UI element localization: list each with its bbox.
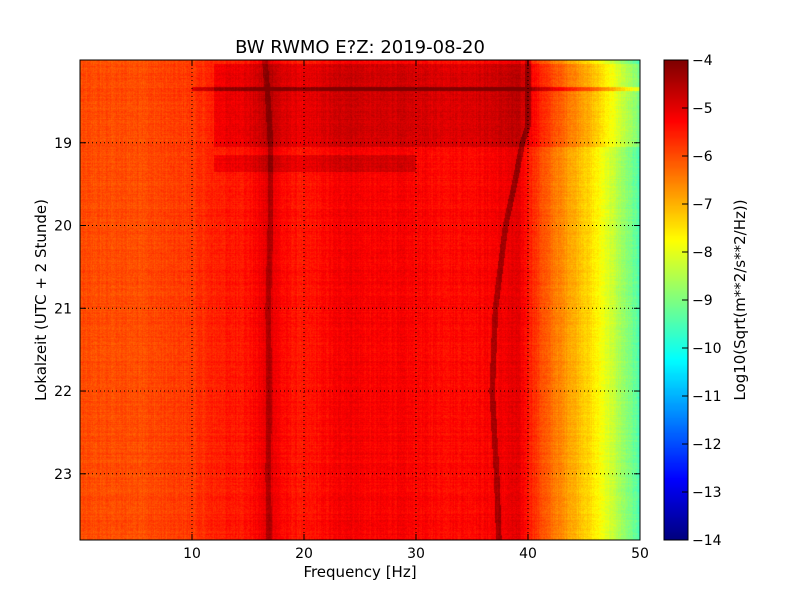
colorbar-ticks: −4 −5 −6 −7 −8 −9 −10 −11 −12 −13 −14 [682, 53, 722, 549]
colorbar-tick-label: −4 [692, 53, 713, 69]
plot-area [79, 59, 641, 541]
x-tick-label: 30 [407, 546, 425, 562]
y-axis-title: Lokalzeit (UTC + 2 Stunde) [32, 199, 50, 401]
chart-title: BW RWMO E?Z: 2019-08-20 [235, 37, 485, 58]
colorbar: −4 −5 −6 −7 −8 −9 −10 −11 −12 −13 −14 [663, 53, 722, 549]
colorbar-tick-label: −10 [692, 341, 722, 357]
x-tick-label: 40 [519, 546, 537, 562]
colorbar-tick-label: −7 [692, 197, 713, 213]
colorbar-tick-label: −8 [692, 245, 713, 261]
colorbar-tick-label: −12 [692, 437, 722, 453]
x-axis: 10 20 30 40 50 [183, 60, 649, 562]
colorbar-tick-label: −9 [692, 293, 713, 309]
x-axis-title: Frequency [Hz] [303, 563, 416, 581]
colorbar-tick-label: −13 [692, 485, 722, 501]
y-tick-label: 23 [54, 467, 72, 483]
x-tick-label: 50 [631, 546, 649, 562]
y-tick-label: 21 [54, 301, 72, 317]
x-tick-label: 20 [295, 546, 313, 562]
y-tick-label: 20 [54, 219, 72, 235]
colorbar-label: Log10(Sqrt(m**2/s**2/Hz)) [731, 199, 749, 400]
colorbar-tick-label: −6 [692, 149, 713, 165]
plot-frame [79, 59, 641, 541]
y-tick-label: 22 [54, 384, 72, 400]
colorbar-tick-label: −14 [692, 533, 722, 549]
y-axis: 19 20 21 22 23 [54, 136, 640, 483]
colorbar-tick-label: −11 [692, 389, 722, 405]
y-tick-label: 19 [54, 136, 72, 152]
colorbar-tick-label: −5 [692, 101, 713, 117]
spectrogram-heatmap [80, 60, 640, 540]
x-tick-label: 10 [183, 546, 201, 562]
grid-lines [80, 60, 640, 540]
